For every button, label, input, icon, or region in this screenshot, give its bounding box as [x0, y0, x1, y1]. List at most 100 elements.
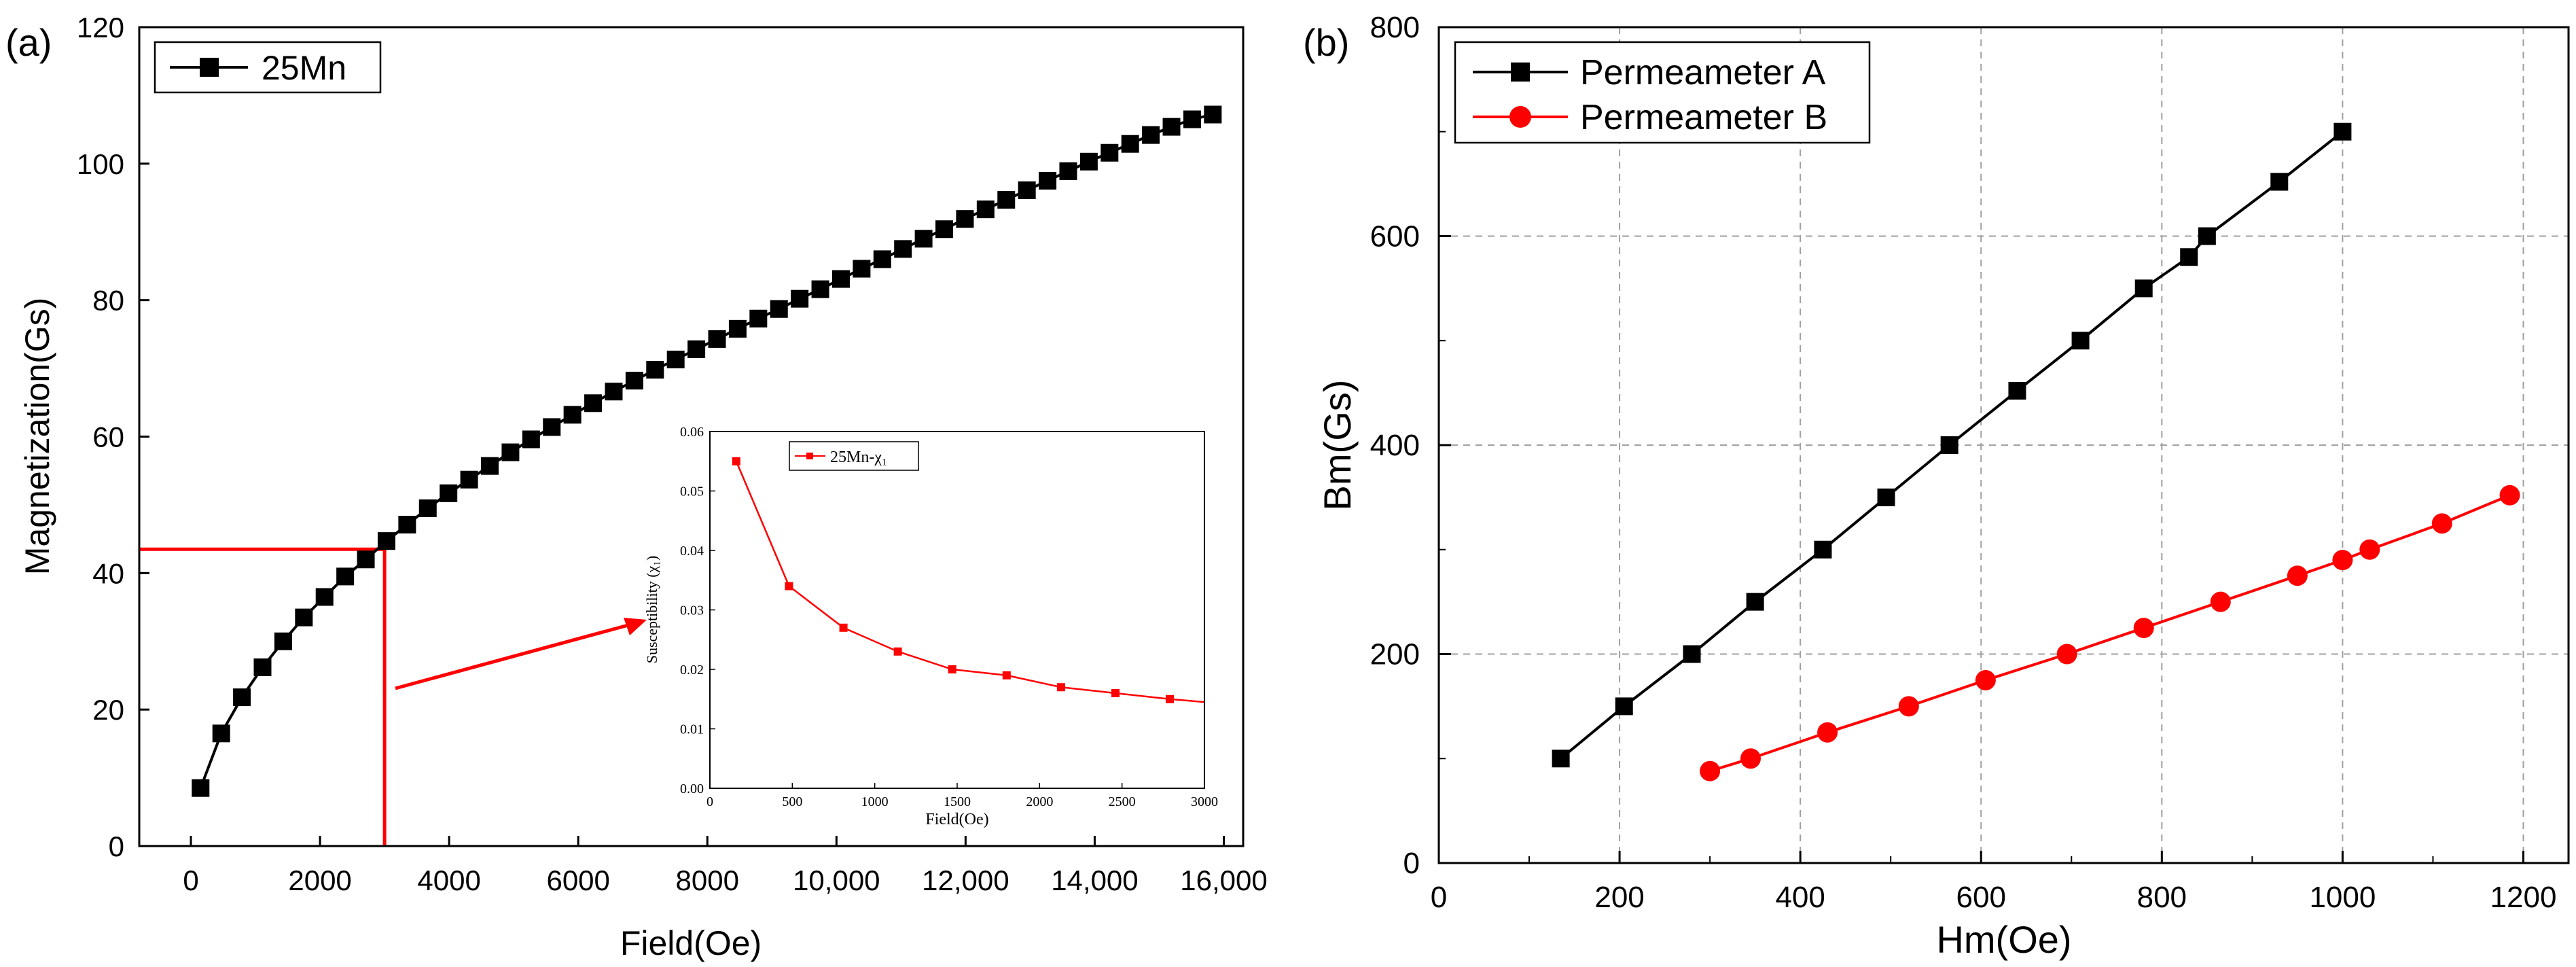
- data-point-25mn: [440, 484, 458, 502]
- data-point-25mn: [1039, 171, 1057, 190]
- inset-x-tick-label: 1500: [944, 794, 971, 809]
- data-point-permeameter-b: [1898, 696, 1919, 717]
- inset-y-tick-label: 0.06: [680, 425, 704, 440]
- data-point-25mn: [274, 632, 292, 650]
- data-point-permeameter-b: [2359, 539, 2380, 560]
- panel-a-y-tick-label: 40: [92, 557, 124, 589]
- legend-label-permeameter-a: Permeameter A: [1580, 53, 1826, 92]
- data-point-25mn: [1059, 162, 1077, 180]
- panel-a-y-tick-label: 100: [77, 148, 124, 180]
- data-point-25mn: [481, 457, 499, 475]
- inset-legend-marker: [806, 453, 813, 459]
- inset-y-tick-label: 0.00: [680, 781, 704, 796]
- data-point-25mn: [1204, 105, 1222, 124]
- panel-b-y-tick-label: 200: [1370, 638, 1420, 671]
- panel-a-label: (a): [5, 21, 52, 64]
- panel-a-x-axis-label: Field(Oe): [620, 924, 762, 962]
- data-point-permeameter-a: [1746, 593, 1764, 611]
- panel-a-y-tick-label: 60: [92, 421, 124, 453]
- data-point-25mn: [894, 240, 912, 258]
- panel-b-x-tick-label: 200: [1594, 881, 1644, 914]
- data-point-25mn: [1183, 110, 1201, 128]
- panel-a-legend-marker: [200, 58, 219, 77]
- data-point-25mn: [543, 418, 561, 436]
- panel-a-inset: 0 500 1000 1500 2000 2500 3000 0.00 0.01 0.02 0.03…: [643, 425, 1218, 828]
- panel-b-y-tick-label: 800: [1370, 11, 1420, 44]
- data-point-25mn: [605, 383, 623, 401]
- inset-data-point: [1166, 695, 1175, 703]
- data-point-permeameter-b: [2056, 644, 2077, 665]
- data-point-25mn: [997, 191, 1016, 209]
- panel-b-x-tick-label: 1200: [2490, 881, 2557, 914]
- panel-b-series: [1552, 122, 2520, 781]
- data-point-permeameter-b: [2431, 513, 2452, 534]
- inset-series: [732, 457, 1205, 703]
- data-point-25mn: [295, 608, 313, 627]
- data-point-permeameter-b: [2287, 565, 2308, 586]
- data-point-permeameter-a: [1814, 540, 1832, 559]
- panel-a-frame: [138, 26, 1245, 847]
- data-point-permeameter-b: [1975, 669, 1996, 690]
- panel-b-y-axis-label: Bm(Gs): [1316, 380, 1359, 511]
- inset-x-tick-label: 2000: [1026, 794, 1053, 809]
- data-point-permeameter-a: [1615, 697, 1633, 716]
- inset-x-tick-label: 2500: [1109, 794, 1136, 809]
- data-point-permeameter-b: [2210, 591, 2231, 612]
- panel-b-x-tick-label: 1000: [2309, 881, 2376, 914]
- data-point-25mn: [377, 532, 395, 550]
- data-point-permeameter-a: [2333, 122, 2352, 141]
- data-point-permeameter-a: [2180, 248, 2198, 266]
- data-point-25mn: [811, 280, 829, 298]
- panel-b-frame: [1437, 26, 2570, 864]
- panel-a-ticks: 0 2000 4000 6000 8000 10,000 12,000 14,000 16,00…: [77, 12, 1268, 896]
- panel-a-legend-label: 25Mn: [262, 49, 346, 87]
- panel-b-ticks: 0 200 400 600 800 1000 1200 0 200 400 600 800: [1370, 11, 2557, 914]
- inset-y-tick-label: 0.05: [680, 485, 704, 499]
- data-point-25mn: [563, 406, 582, 424]
- panel-b-x-tick-label: 600: [1956, 881, 2006, 914]
- legend-marker-permeameter-b: [1509, 106, 1531, 128]
- data-point-25mn: [1121, 135, 1139, 153]
- data-point-permeameter-a: [1552, 750, 1570, 768]
- data-point-permeameter-b: [2133, 618, 2154, 639]
- inset-arrow: [395, 618, 647, 690]
- inset-y-tick-label: 0.03: [680, 603, 704, 618]
- data-point-25mn: [666, 351, 685, 369]
- panel-a-x-tick-label: 12,000: [922, 864, 1009, 896]
- inset-x-tick-label: 0: [706, 794, 713, 809]
- inset-data-point: [1111, 689, 1120, 697]
- inset-series-line: [735, 461, 1205, 703]
- legend-label-permeameter-b: Permeameter B: [1580, 98, 1827, 137]
- panel-a-y-tick-label: 120: [77, 12, 124, 43]
- data-point-25mn: [687, 340, 706, 358]
- data-point-25mn: [956, 210, 974, 228]
- panel-b-legend: Permeameter A Permeameter B: [1454, 41, 1871, 144]
- data-point-25mn: [418, 499, 437, 517]
- inset-data-point: [893, 647, 902, 656]
- data-point-25mn: [708, 330, 726, 348]
- data-point-25mn: [935, 220, 954, 239]
- inset-x-tick-label: 3000: [1191, 794, 1218, 809]
- data-point-permeameter-a: [2071, 332, 2090, 350]
- inset-data-point: [839, 623, 848, 632]
- panel-a-series: [192, 105, 1222, 797]
- panel-b-x-tick-label: 800: [2137, 881, 2187, 914]
- panel-a-x-tick-label: 4000: [417, 864, 480, 896]
- panel-b-x-axis-label: Hm(Oe): [1936, 918, 2071, 961]
- inset-arrow-shaft: [395, 622, 634, 690]
- inset-ticks: 0 500 1000 1500 2000 2500 3000 0.00 0.01 0.02 0.03…: [680, 425, 1218, 809]
- data-point-25mn: [233, 688, 251, 707]
- panel-a-x-tick-label: 2000: [288, 864, 351, 896]
- data-point-permeameter-b: [1700, 760, 1721, 781]
- legend-marker-permeameter-a: [1511, 63, 1530, 82]
- panel-b-grid: [1439, 27, 2569, 863]
- inset-data-point: [948, 665, 956, 673]
- data-point-permeameter-b: [2332, 550, 2353, 571]
- panel-a-y-tick-label: 0: [109, 830, 124, 862]
- data-point-25mn: [873, 250, 891, 268]
- panel-a: (a) 0 2000 4000 6000 8000 10,000 12,000 14,000 1…: [5, 12, 1268, 962]
- panel-a-y-tick-label: 80: [92, 285, 124, 317]
- data-point-25mn: [315, 588, 334, 606]
- data-point-permeameter-a: [2134, 279, 2153, 298]
